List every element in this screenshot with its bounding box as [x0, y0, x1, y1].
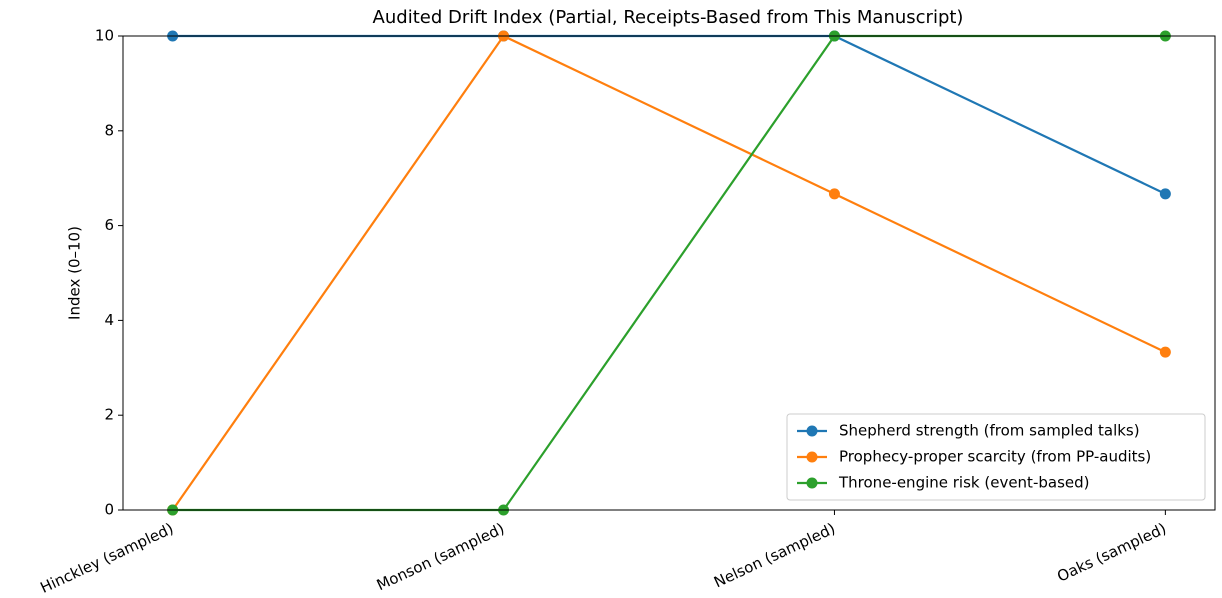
legend: Shepherd strength (from sampled talks) Pr…: [786, 413, 1206, 501]
series-line: [171, 34, 1166, 511]
x-tick-label: Nelson (sampled): [711, 519, 838, 591]
legend-label: Prophecy-proper scarcity (from PP-audits…: [839, 448, 1151, 466]
y-tick-label: 2: [104, 406, 114, 424]
plot-frame: [122, 35, 1216, 511]
legend-label: Throne-engine risk (event-based): [838, 474, 1089, 492]
y-tick-label: 4: [104, 311, 114, 329]
chart-title: Audited Drift Index (Partial, Receipts-B…: [373, 7, 964, 28]
point: [1159, 188, 1171, 200]
y-tick-label: 10: [95, 27, 114, 45]
x-tick-label: Oaks (sampled): [1054, 519, 1169, 585]
y-tick-label: 8: [104, 121, 114, 139]
y-tick-label: 6: [104, 216, 114, 234]
legend-frame: [786, 413, 1206, 501]
y-axis-label: Index (0–10): [66, 226, 84, 320]
legend-label: Shepherd strength (from sampled talks): [839, 422, 1140, 440]
y-tick-label: 0: [104, 501, 114, 519]
point: [1159, 346, 1171, 358]
legend-marker: [806, 425, 818, 437]
legend-marker: [806, 451, 818, 463]
legend-marker: [806, 477, 818, 489]
point: [828, 188, 840, 200]
x-tick-label: Hinckley (sampled): [37, 519, 176, 596]
x-tick-label: Monson (sampled): [374, 519, 507, 594]
